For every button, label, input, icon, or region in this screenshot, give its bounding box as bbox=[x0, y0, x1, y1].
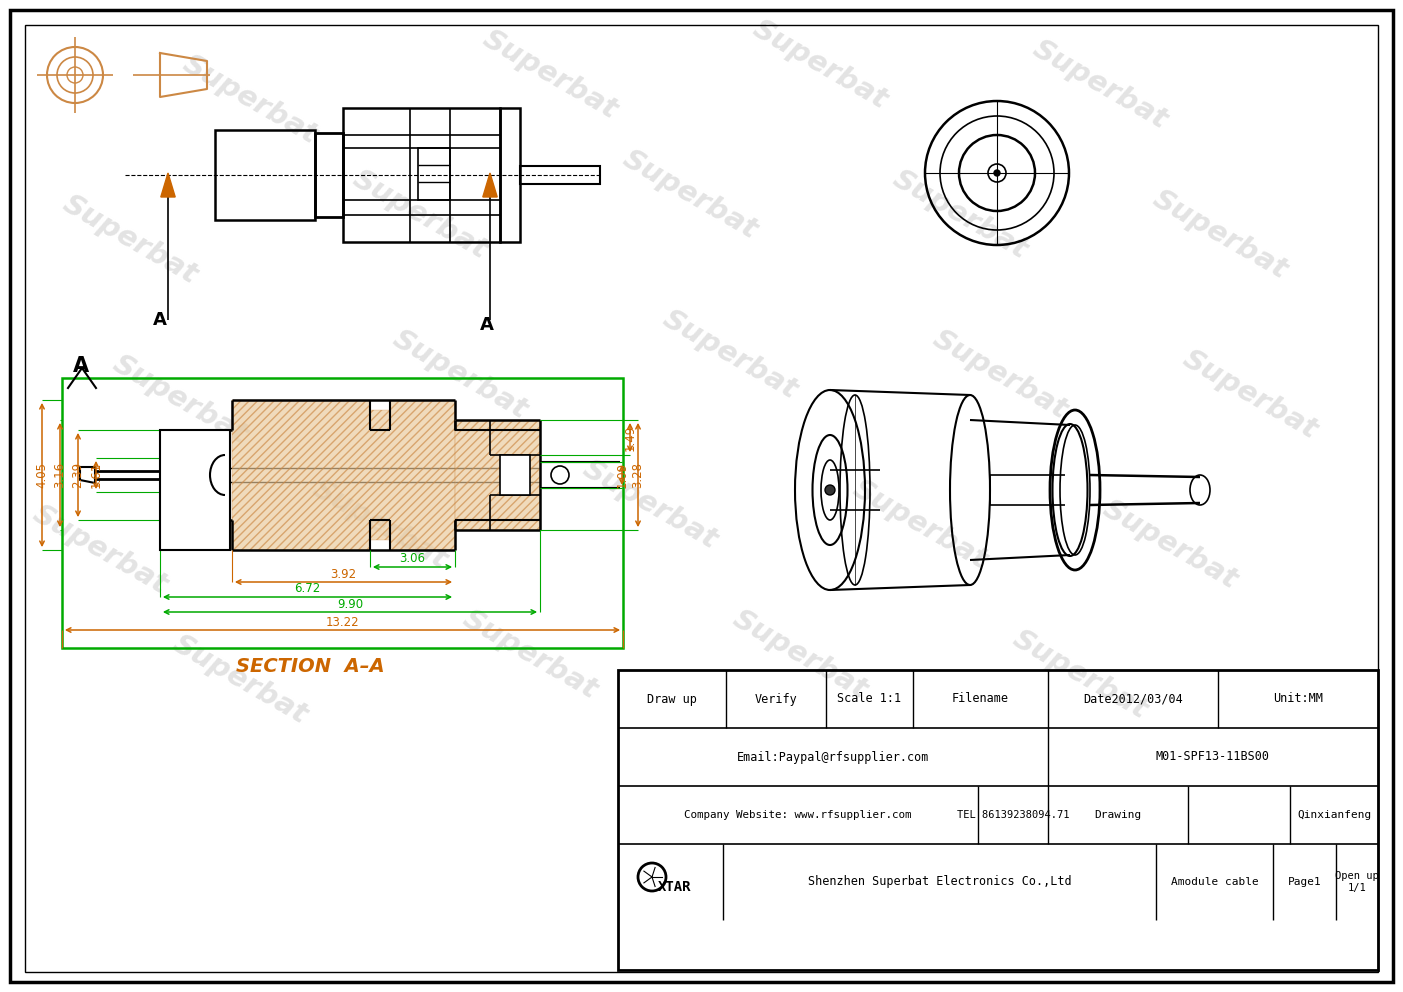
Text: 13.22: 13.22 bbox=[325, 615, 359, 629]
Text: TEL 86139238094.71: TEL 86139238094.71 bbox=[957, 810, 1069, 820]
Text: Superbat: Superbat bbox=[108, 350, 253, 450]
Text: Page1: Page1 bbox=[1288, 877, 1322, 887]
Bar bbox=[160, 430, 230, 550]
Bar bbox=[215, 130, 316, 220]
Text: Company Website: www.rfsupplier.com: Company Website: www.rfsupplier.com bbox=[685, 810, 912, 820]
Text: Superbat: Superbat bbox=[1148, 186, 1292, 285]
Circle shape bbox=[993, 170, 1000, 176]
Text: Superbat: Superbat bbox=[658, 306, 803, 405]
Text: Superbat: Superbat bbox=[348, 165, 492, 265]
Text: 4.05: 4.05 bbox=[35, 462, 49, 488]
Text: Superbat: Superbat bbox=[748, 15, 892, 115]
Text: Email:Paypal@rfsupplier.com: Email:Paypal@rfsupplier.com bbox=[737, 751, 929, 764]
Text: Filename: Filename bbox=[953, 692, 1009, 705]
Polygon shape bbox=[231, 400, 455, 550]
Text: 3.92: 3.92 bbox=[331, 567, 356, 580]
Text: Date2012/03/04: Date2012/03/04 bbox=[1083, 692, 1183, 705]
Text: Superbat: Superbat bbox=[178, 50, 323, 150]
Text: Superbat: Superbat bbox=[457, 605, 602, 705]
Text: Superbat: Superbat bbox=[167, 630, 313, 730]
Bar bbox=[316, 133, 342, 217]
Text: Superbat: Superbat bbox=[1007, 625, 1152, 725]
Text: Superbat: Superbat bbox=[888, 165, 1033, 265]
Text: Qinxianfeng: Qinxianfeng bbox=[1296, 810, 1371, 820]
Text: Superbat: Superbat bbox=[477, 25, 623, 125]
Text: Superbat: Superbat bbox=[578, 455, 723, 555]
Text: Superbat: Superbat bbox=[617, 145, 762, 245]
Text: Superbat: Superbat bbox=[307, 475, 452, 575]
Text: Drawing: Drawing bbox=[1094, 810, 1142, 820]
Text: A: A bbox=[73, 356, 90, 376]
Text: Superbat: Superbat bbox=[1027, 35, 1173, 135]
Bar bbox=[617, 670, 1378, 970]
Bar bbox=[499, 108, 521, 242]
Text: 9.90: 9.90 bbox=[337, 597, 363, 610]
Text: A: A bbox=[153, 311, 167, 329]
Text: Unit:MM: Unit:MM bbox=[1273, 692, 1323, 705]
Bar bbox=[521, 166, 600, 184]
Text: Superbat: Superbat bbox=[28, 500, 173, 600]
Text: A: A bbox=[480, 316, 494, 334]
Text: Superbat: Superbat bbox=[728, 605, 873, 705]
Text: Scale 1:1: Scale 1:1 bbox=[838, 692, 902, 705]
Text: 3.28: 3.28 bbox=[631, 462, 644, 488]
Bar bbox=[62, 378, 623, 648]
Text: Superbat: Superbat bbox=[58, 190, 202, 290]
Text: 3.06: 3.06 bbox=[400, 553, 425, 565]
Text: 1.49: 1.49 bbox=[623, 425, 637, 450]
Text: Superbat: Superbat bbox=[927, 325, 1072, 425]
Text: 1.61: 1.61 bbox=[90, 462, 102, 488]
Text: Superbat: Superbat bbox=[847, 475, 992, 575]
Text: 2.39: 2.39 bbox=[72, 462, 84, 488]
Text: Superbat: Superbat bbox=[1097, 495, 1243, 595]
Bar bbox=[342, 108, 499, 242]
Circle shape bbox=[825, 485, 835, 495]
Text: Draw up: Draw up bbox=[647, 692, 697, 705]
Polygon shape bbox=[483, 173, 497, 197]
Text: 3.16: 3.16 bbox=[53, 462, 66, 488]
Bar bbox=[499, 455, 530, 495]
Text: Verify: Verify bbox=[755, 692, 797, 705]
Polygon shape bbox=[161, 173, 175, 197]
Text: 6.72: 6.72 bbox=[295, 582, 321, 595]
Text: Superbat: Superbat bbox=[387, 325, 533, 425]
Text: Superbat: Superbat bbox=[1177, 345, 1323, 444]
Polygon shape bbox=[455, 420, 540, 530]
Bar bbox=[418, 148, 450, 200]
Text: Open up
1/1: Open up 1/1 bbox=[1336, 871, 1379, 893]
Text: Amodule cable: Amodule cable bbox=[1170, 877, 1258, 887]
Text: SECTION  A–A: SECTION A–A bbox=[236, 657, 384, 676]
Text: 1.09: 1.09 bbox=[616, 462, 629, 488]
Text: XTAR: XTAR bbox=[658, 880, 692, 894]
Text: M01-SPF13-11BS00: M01-SPF13-11BS00 bbox=[1156, 751, 1270, 764]
Text: Shenzhen Superbat Electronics Co.,Ltd: Shenzhen Superbat Electronics Co.,Ltd bbox=[808, 876, 1072, 889]
